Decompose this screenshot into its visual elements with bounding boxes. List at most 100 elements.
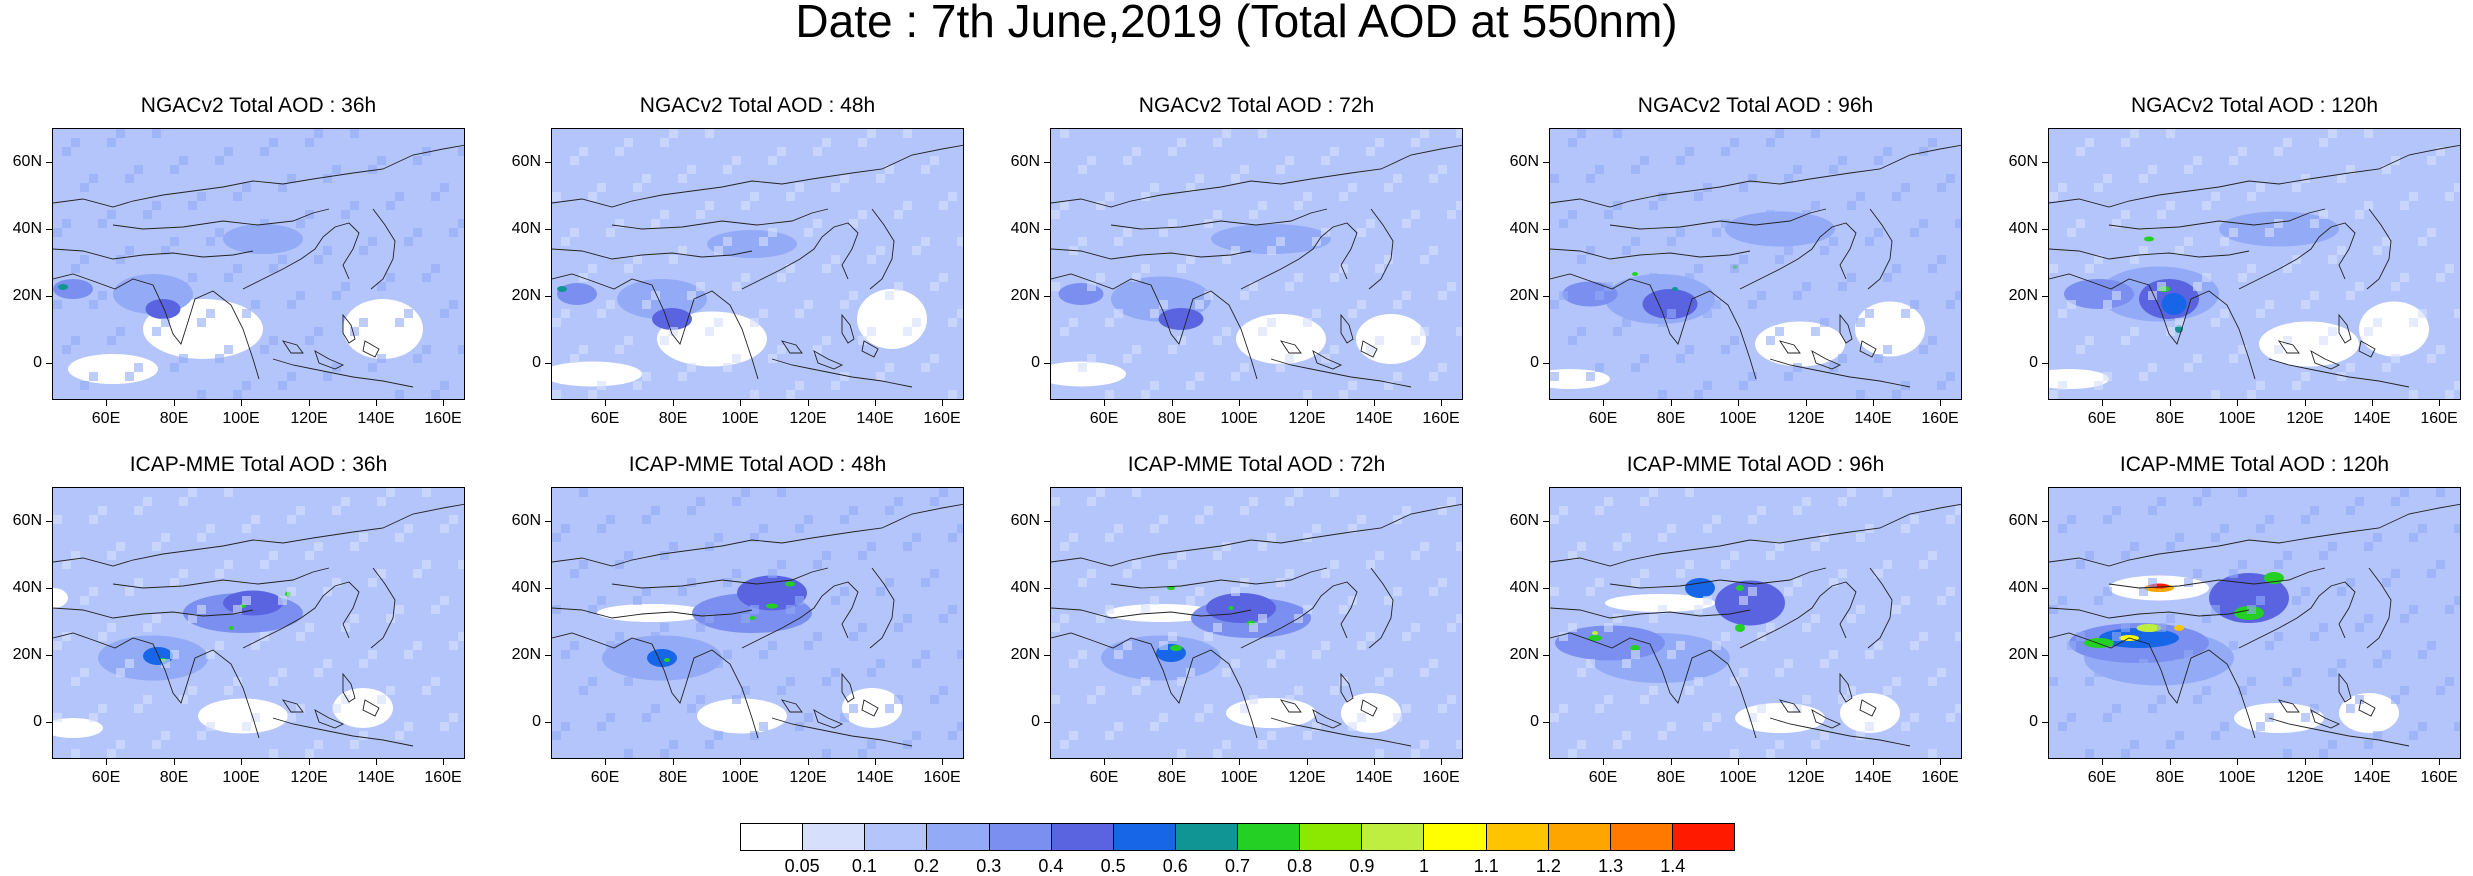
lat-tick-label: 0 (1530, 713, 1539, 730)
aod-pixel (1847, 273, 1856, 282)
aod-pixel (1568, 138, 1577, 147)
aod-pixel (2436, 273, 2445, 282)
aod-pixel (1550, 713, 1559, 722)
aod-pixel (1195, 300, 1204, 309)
aod-pixel (1820, 659, 1829, 668)
aod-pixel (2445, 605, 2454, 614)
aod-pixel (606, 641, 615, 650)
aod-pixel (1919, 345, 1928, 354)
aod-pixel (2058, 381, 2067, 390)
aod-pixel (2319, 210, 2328, 219)
panel-title: ICAP-MME Total AOD : 36h (129, 453, 388, 476)
aod-pixel (2220, 650, 2229, 659)
lon-tick-label: 60E (1089, 769, 1119, 786)
aod-pixel (2427, 354, 2436, 363)
aod-pixel (1366, 219, 1375, 228)
aod-pixel (1087, 569, 1096, 578)
aod-pixel (1928, 749, 1937, 758)
aod-pixel (552, 192, 561, 201)
island-outline (314, 350, 345, 370)
aod-pixel (2067, 641, 2076, 650)
aod-field (53, 129, 464, 399)
lat-tick (1543, 162, 1549, 163)
aod-pixel (1258, 740, 1267, 749)
aod-pixel (1105, 318, 1114, 327)
aod-pixel (2175, 533, 2184, 542)
aod-pixel (1366, 345, 1375, 354)
colorbar-swatch (1672, 824, 1734, 850)
lon-tick (942, 759, 943, 765)
aod-pixel (1105, 390, 1114, 399)
aod-pixel (2400, 686, 2409, 695)
aod-pixel (831, 255, 840, 264)
aod-pixel (2112, 219, 2121, 228)
aod-pixel (795, 381, 804, 390)
lon-tick (1603, 400, 1604, 406)
aod-pixel (2301, 713, 2310, 722)
aod-pixel (1694, 264, 1703, 273)
island-outline (2277, 699, 2300, 713)
aod-pixel (2355, 282, 2364, 291)
lat-tick (2042, 162, 2048, 163)
lon-tick (1104, 759, 1105, 765)
aod-pixel (1420, 668, 1429, 677)
aod-pixel (2346, 506, 2355, 515)
lon-tick-label: 100E (222, 769, 260, 786)
aod-pixel (858, 210, 867, 219)
aod-pixel (1658, 533, 1667, 542)
aod-pixel (2337, 587, 2346, 596)
aod-pixel (215, 228, 224, 237)
aod-pixel (1730, 551, 1739, 560)
aod-pixel (98, 506, 107, 515)
aod-pixel (2409, 318, 2418, 327)
aod-pixel (1339, 605, 1348, 614)
aod-pixel (1865, 524, 1874, 533)
aod-pixel (768, 354, 777, 363)
lon-tick (1873, 759, 1874, 765)
aod-pixel (822, 336, 831, 345)
aod-pixel (642, 372, 651, 381)
aod-pixel (152, 129, 161, 138)
lat-tick-label: 40N (511, 220, 541, 237)
coastline (1609, 567, 1827, 589)
lon-tick (2237, 759, 2238, 765)
aod-pixel (80, 183, 89, 192)
aod-pixel (687, 291, 696, 300)
colorbar-label: 0.6 (1162, 856, 1188, 876)
aod-pixel (2454, 183, 2460, 192)
aod-pixel (597, 524, 606, 533)
aod-pixel (1312, 524, 1321, 533)
aod-region (2064, 279, 2134, 309)
aod-pixel (1739, 668, 1748, 677)
lat-tick-label: 20N (2008, 646, 2038, 663)
coastline (53, 273, 260, 380)
aod-pixel (2220, 524, 2229, 533)
aod-pixel (269, 336, 278, 345)
aod-pixel (885, 363, 894, 372)
aod-pixel (1649, 273, 1658, 282)
aod-pixel (1213, 623, 1222, 632)
aod-pixel (125, 174, 134, 183)
aod-pixel (1613, 740, 1622, 749)
aod-pixel (2193, 695, 2202, 704)
aod-pixel (2382, 650, 2391, 659)
aod-pixel (1114, 524, 1123, 533)
aod-pixel (1631, 578, 1640, 587)
lon-tick-label: 120E (1288, 410, 1326, 427)
aod-pixel (314, 129, 323, 138)
lon-tick-label: 140E (1854, 769, 1892, 786)
aod-pixel (260, 560, 269, 569)
lon-tick (443, 759, 444, 765)
aod-map (2048, 487, 2461, 759)
aod-region (1725, 211, 1835, 247)
colorbar-swatch (1300, 824, 1363, 850)
coastline (2108, 567, 2326, 589)
coastline (1240, 581, 1358, 649)
panel-title: NGACv2 Total AOD : 48h (639, 94, 876, 117)
aod-pixel (1141, 192, 1150, 201)
aod-pixel (1420, 542, 1429, 551)
aod-pixel (422, 686, 431, 695)
aod-pixel (1730, 749, 1739, 758)
aod-region (223, 590, 283, 616)
aod-pixel (1456, 399, 1463, 400)
